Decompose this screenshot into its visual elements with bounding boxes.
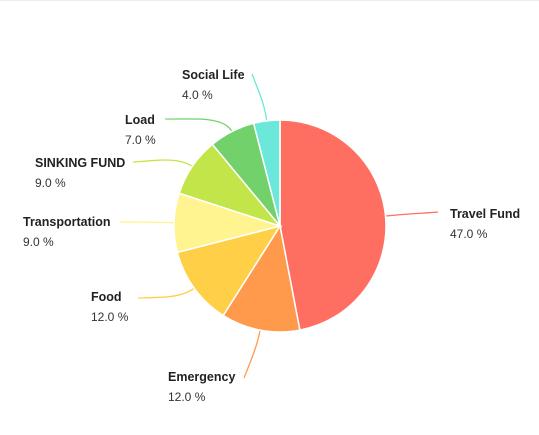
leader-line-sinking-fund: [132, 159, 193, 167]
leader-lines: [119, 73, 439, 379]
leader-line-emergency: [243, 329, 261, 379]
slice-label-travel-fund: Travel Fund: [450, 207, 520, 221]
leader-line-travel-fund: [385, 211, 439, 217]
leader-line-transportation: [119, 221, 175, 224]
pie-slice-travel-fund[interactable]: [279, 119, 387, 331]
slice-value-social-life: 4.0 %: [182, 88, 213, 102]
pie-slices: [173, 119, 387, 333]
slice-value-load: 7.0 %: [125, 133, 156, 147]
slice-value-food: 12.0 %: [91, 310, 129, 324]
pie-slice-food[interactable]: [176, 224, 282, 317]
pie-slice-social-life[interactable]: [252, 119, 281, 227]
slice-label-transportation: Transportation: [23, 215, 111, 229]
top-divider: [0, 0, 539, 1]
slice-value-sinking-fund: 9.0 %: [35, 176, 66, 190]
slice-label-emergency: Emergency: [168, 370, 235, 384]
slice-labels: Travel Fund 47.0 % Emergency 12.0 % Food 12.0…: [23, 68, 520, 404]
slice-value-travel-fund: 47.0 %: [450, 227, 488, 241]
slice-value-transportation: 9.0 %: [23, 235, 54, 249]
slice-label-load: Load: [125, 113, 155, 127]
slice-label-food: Food: [91, 290, 122, 304]
leader-line-load: [164, 118, 233, 132]
leader-line-food: [137, 287, 195, 299]
pie-slice-emergency[interactable]: [222, 223, 301, 333]
slice-label-sinking-fund: SINKING FUND: [35, 156, 125, 170]
slice-value-emergency: 12.0 %: [168, 390, 206, 404]
slice-label-social-life: Social Life: [182, 68, 245, 82]
leader-line-social-life: [251, 73, 268, 121]
